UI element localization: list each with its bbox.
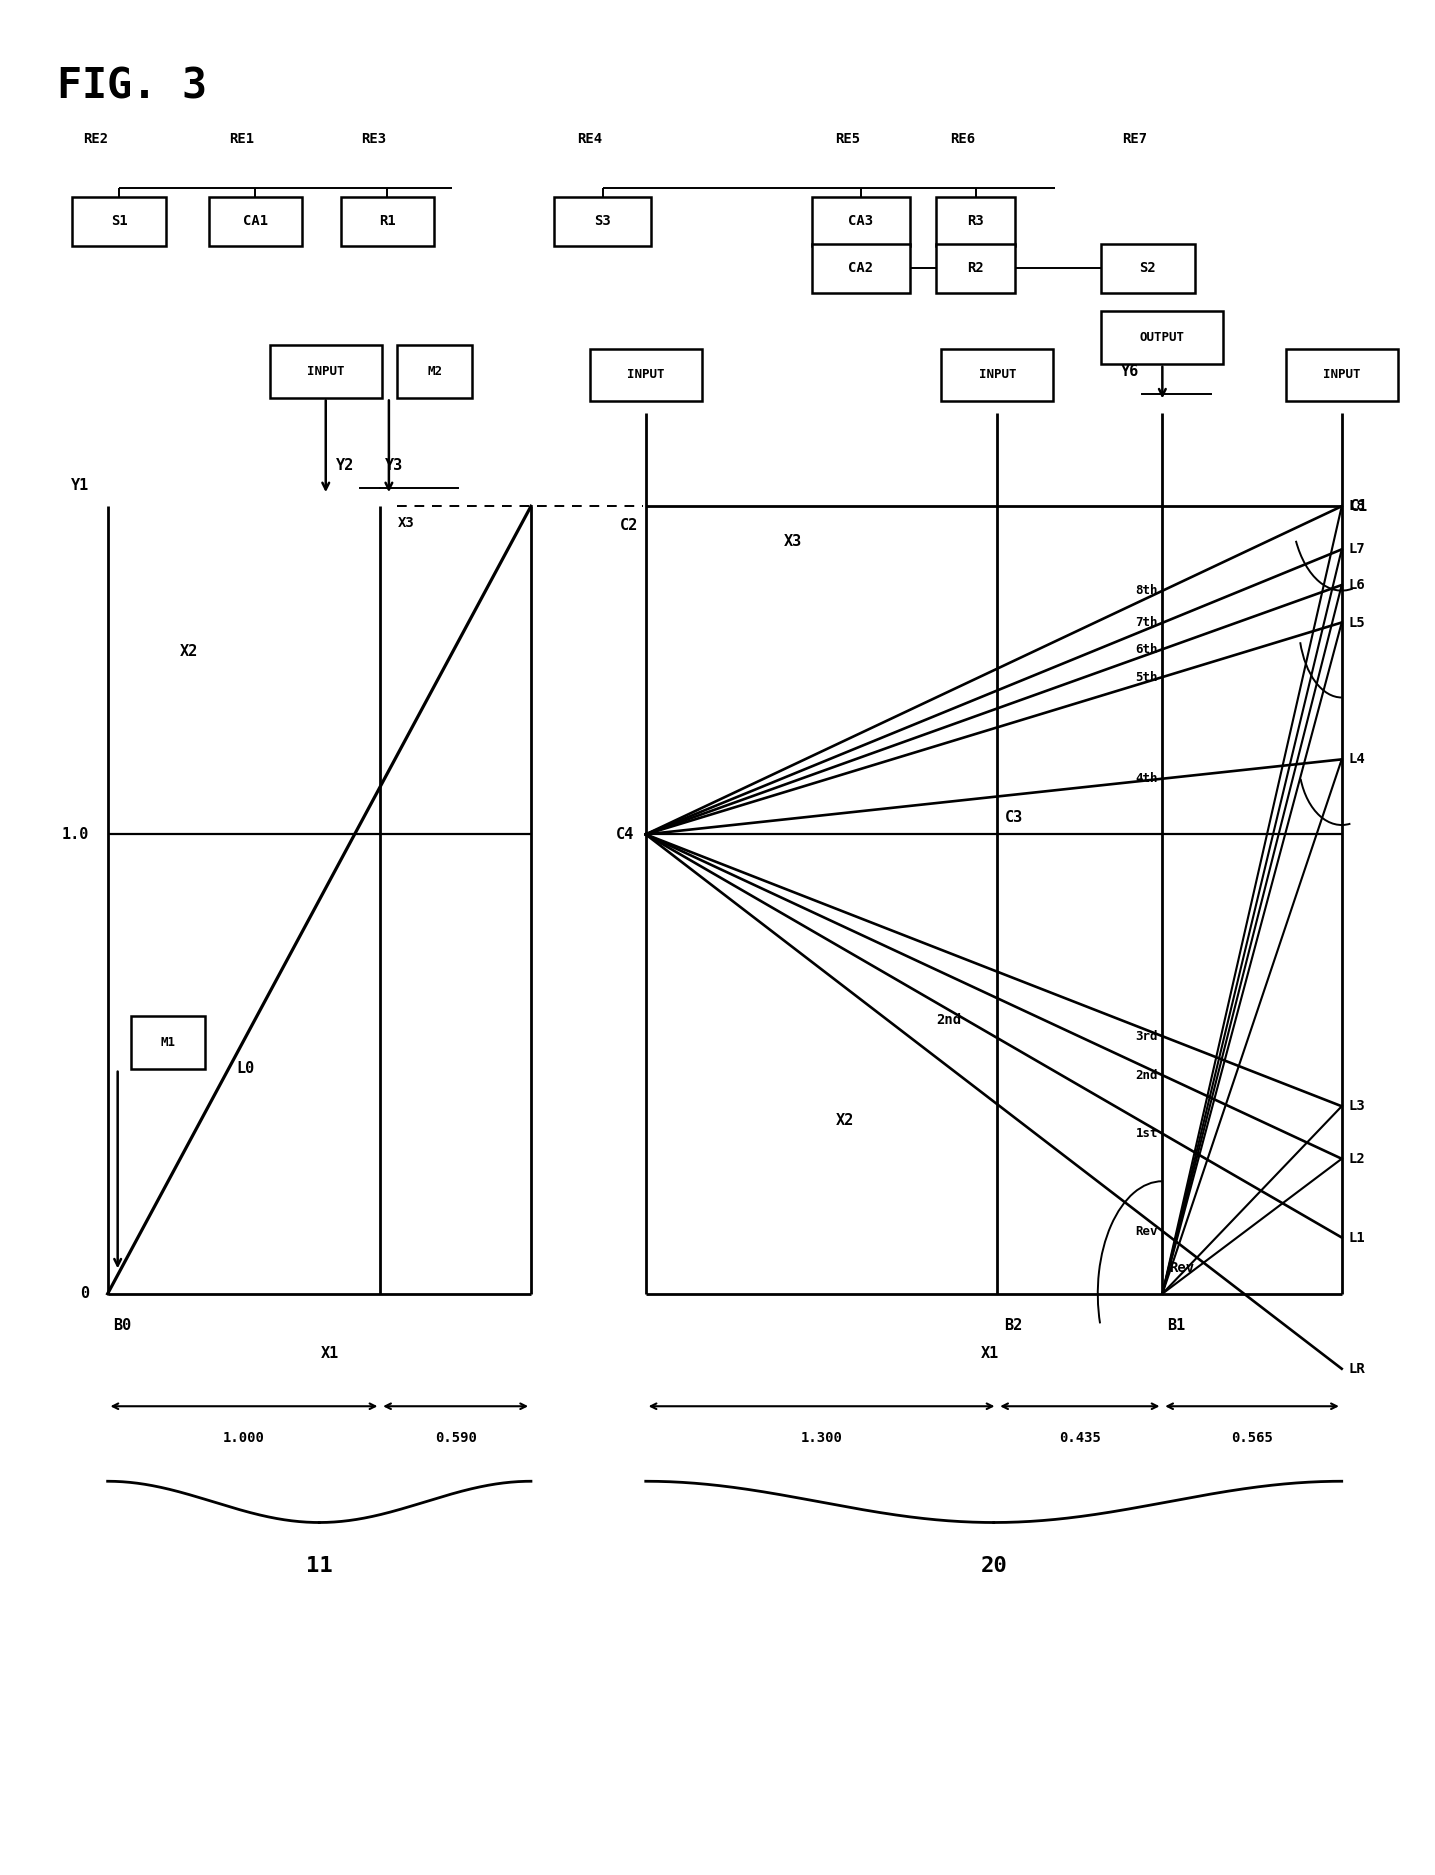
Text: S2: S2 — [1139, 261, 1157, 276]
Text: Rev: Rev — [1135, 1224, 1158, 1238]
Text: X3: X3 — [397, 516, 415, 529]
Text: 6th: 6th — [1135, 643, 1158, 656]
Text: B2: B2 — [1004, 1318, 1023, 1333]
Text: L4: L4 — [1349, 752, 1366, 767]
Text: LR: LR — [1349, 1361, 1366, 1376]
Text: S1: S1 — [110, 214, 128, 229]
Text: CA1: CA1 — [243, 214, 268, 229]
Text: X1: X1 — [321, 1346, 339, 1361]
Text: 1.000: 1.000 — [222, 1431, 265, 1444]
Text: RE4: RE4 — [577, 133, 603, 146]
Text: INPUT: INPUT — [1323, 369, 1360, 381]
Text: 0.565: 0.565 — [1231, 1431, 1273, 1444]
Text: INPUT: INPUT — [307, 366, 344, 377]
Text: Y1: Y1 — [70, 478, 89, 493]
Text: L5: L5 — [1349, 615, 1366, 630]
Text: S3: S3 — [594, 214, 611, 229]
Bar — [397, 345, 472, 398]
Bar — [1286, 349, 1398, 401]
Text: Y5: Y5 — [956, 364, 974, 379]
Text: Rev: Rev — [1170, 1262, 1195, 1275]
Bar — [72, 197, 166, 246]
Text: C3: C3 — [1004, 810, 1023, 825]
Text: 1.300: 1.300 — [801, 1431, 842, 1444]
Text: M1: M1 — [161, 1037, 175, 1048]
Text: 3rd: 3rd — [1135, 1029, 1158, 1042]
Bar — [342, 197, 433, 246]
Text: 0: 0 — [80, 1286, 89, 1301]
Text: RE3: RE3 — [362, 133, 387, 146]
Text: 1st: 1st — [1135, 1127, 1158, 1140]
Text: Y6: Y6 — [1121, 364, 1139, 379]
Text: FIG. 3: FIG. 3 — [57, 66, 208, 107]
Bar — [937, 197, 1016, 246]
Text: Y7: Y7 — [1300, 364, 1319, 379]
Text: C4: C4 — [616, 827, 634, 842]
Text: X1: X1 — [982, 1346, 999, 1361]
Text: RE1: RE1 — [230, 133, 255, 146]
Text: L8: L8 — [1349, 499, 1366, 514]
Text: X3: X3 — [784, 534, 802, 549]
Text: Y4: Y4 — [604, 364, 623, 379]
Text: B0: B0 — [113, 1318, 132, 1333]
Text: 1.0: 1.0 — [62, 827, 89, 842]
Text: Y2: Y2 — [336, 458, 354, 472]
Text: R1: R1 — [379, 214, 396, 229]
Bar — [590, 349, 702, 401]
Text: RE2: RE2 — [83, 133, 109, 146]
Text: L6: L6 — [1349, 578, 1366, 592]
Text: 2nd: 2nd — [1135, 1069, 1158, 1082]
Text: L1: L1 — [1349, 1230, 1366, 1245]
Text: L2: L2 — [1349, 1151, 1366, 1166]
Text: INPUT: INPUT — [979, 369, 1016, 381]
Bar — [937, 244, 1016, 292]
Text: L0: L0 — [237, 1061, 255, 1076]
Bar — [131, 1016, 205, 1069]
Bar — [210, 197, 301, 246]
Text: 5th: 5th — [1135, 671, 1158, 684]
Text: RE6: RE6 — [950, 133, 976, 146]
Text: L3: L3 — [1349, 1099, 1366, 1114]
Bar — [554, 197, 651, 246]
Text: 0.590: 0.590 — [435, 1431, 476, 1444]
Text: 2nd: 2nd — [936, 1013, 961, 1028]
Text: C1: C1 — [1350, 499, 1369, 514]
Text: 7th: 7th — [1135, 617, 1158, 630]
Text: X2: X2 — [835, 1114, 854, 1129]
Bar — [270, 345, 382, 398]
Text: 0.435: 0.435 — [1059, 1431, 1101, 1444]
Bar — [812, 197, 910, 246]
Text: Y3: Y3 — [385, 458, 403, 472]
Bar — [812, 244, 910, 292]
Text: M2: M2 — [428, 366, 442, 377]
Text: CA3: CA3 — [848, 214, 874, 229]
Text: L7: L7 — [1349, 542, 1366, 557]
Text: 11: 11 — [306, 1556, 333, 1577]
Text: B1: B1 — [1167, 1318, 1185, 1333]
Text: X2: X2 — [179, 643, 198, 658]
Bar — [1102, 311, 1223, 364]
Text: 20: 20 — [980, 1556, 1007, 1577]
Text: 8th: 8th — [1135, 585, 1158, 598]
Text: CA2: CA2 — [848, 261, 874, 276]
Text: 4th: 4th — [1135, 772, 1158, 786]
Bar — [1102, 244, 1194, 292]
Text: R2: R2 — [967, 261, 984, 276]
Text: RE5: RE5 — [835, 133, 861, 146]
Bar — [941, 349, 1053, 401]
Text: OUTPUT: OUTPUT — [1139, 332, 1185, 343]
Text: R3: R3 — [967, 214, 984, 229]
Text: C2: C2 — [620, 518, 639, 532]
Text: INPUT: INPUT — [627, 369, 664, 381]
Text: RE7: RE7 — [1122, 133, 1148, 146]
